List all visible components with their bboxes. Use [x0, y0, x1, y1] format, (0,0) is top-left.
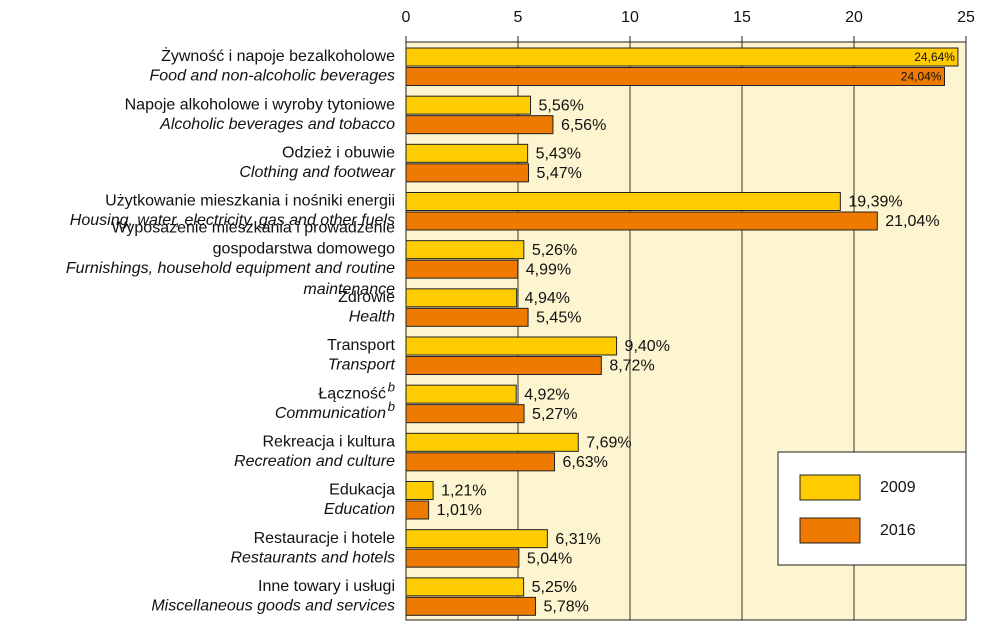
bar	[405, 259, 519, 279]
bar	[405, 95, 532, 115]
category-label: Inne towary i usługi	[258, 578, 395, 595]
bar	[405, 432, 579, 452]
value-label: 8,72%	[609, 358, 654, 375]
bar	[405, 356, 602, 375]
plot-frame	[405, 41, 967, 621]
bar	[405, 143, 529, 163]
bar	[405, 529, 548, 549]
value-label: 5,25%	[532, 579, 577, 596]
value-label: 5,78%	[543, 599, 588, 616]
category-label: Żywność i napoje bezalkoholowe	[161, 46, 395, 65]
category-label: Edukacja	[329, 482, 395, 499]
bar	[405, 596, 536, 616]
value-label: 9,40%	[625, 338, 670, 355]
bar	[405, 404, 525, 424]
bar	[405, 481, 434, 500]
bar	[405, 500, 430, 520]
bar	[405, 307, 529, 327]
bar	[405, 240, 525, 260]
bar	[405, 211, 878, 231]
bar	[405, 192, 841, 211]
category-label: Zdrowie	[338, 289, 395, 306]
category-label: Wyposażenie mieszkania i prowadzenie gosp…	[111, 220, 395, 258]
value-label: 1,01%	[437, 502, 482, 519]
category-label: Odzież i obuwie	[282, 145, 395, 162]
bar	[405, 67, 945, 86]
category-label-en: Miscellaneous goods and services	[151, 598, 395, 615]
bar	[405, 577, 525, 597]
value-label: 5,56%	[539, 97, 584, 114]
x-tick-label: 20	[845, 9, 863, 26]
value-label: 4,94%	[525, 290, 570, 307]
bar	[405, 548, 520, 568]
category-label-en: Clothing and footwear	[239, 164, 395, 181]
bar	[405, 47, 959, 67]
category-label-en: Recreation and culture	[234, 453, 395, 470]
value-label: 6,63%	[563, 454, 608, 471]
legend-swatch	[799, 474, 861, 501]
value-label: 4,92%	[524, 386, 569, 403]
category-label-en: Health	[349, 309, 395, 326]
category-label: Transport	[327, 337, 395, 354]
x-tick-label: 15	[733, 9, 751, 26]
legend-swatch	[799, 517, 861, 544]
bar	[405, 288, 518, 308]
category-label: Łączność	[318, 385, 386, 402]
category-label: Restauracje i hotele	[254, 530, 396, 547]
value-label: 5,47%	[537, 165, 582, 182]
category-label-en: Food and non-alcoholic beverages	[150, 68, 396, 85]
value-label: 4,99%	[526, 261, 571, 278]
category-label-en: Housing, water, electricity, gas and oth…	[70, 212, 395, 229]
category-label-en: Transport	[328, 357, 396, 374]
x-tick-label: 10	[621, 9, 639, 26]
legend-label: 2016	[880, 522, 916, 539]
legend-label: 2009	[880, 479, 916, 496]
value-label: 21,04%	[885, 213, 939, 230]
category-label: Rekreacja i kultura	[263, 434, 396, 451]
value-label: 19,39%	[848, 194, 902, 211]
footnote-mark: b	[388, 399, 395, 414]
value-label: 5,43%	[536, 146, 581, 163]
x-tick-label: 0	[402, 9, 411, 26]
bar	[405, 163, 530, 183]
category-label: Użytkowanie mieszkania i nośniki energii	[105, 193, 395, 210]
legend-box	[777, 451, 967, 566]
category-label: Napoje alkoholowe i wyroby tytoniowe	[125, 96, 395, 113]
category-label-en: Alcoholic beverages and tobacco	[159, 116, 395, 133]
x-tick-label: 25	[957, 9, 975, 26]
value-label: 24,04%	[901, 70, 942, 84]
footnote-mark: b	[388, 380, 395, 395]
category-label-en: Education	[324, 501, 395, 518]
bar	[405, 452, 556, 472]
bar	[405, 336, 618, 356]
category-label-en: Furnishings, household equipment and rou…	[66, 260, 395, 298]
bar	[405, 115, 554, 135]
value-label: 1,21%	[441, 483, 486, 500]
category-label-en: Restaurants and hotels	[230, 549, 395, 566]
value-label: 24,64%	[914, 50, 955, 64]
value-label: 7,69%	[586, 435, 631, 452]
category-label-en: Communication	[275, 405, 386, 422]
x-tick-label: 5	[514, 9, 523, 26]
value-label: 6,56%	[561, 117, 606, 134]
value-label: 5,27%	[532, 406, 577, 423]
value-label: 5,04%	[527, 550, 572, 567]
value-label: 6,31%	[555, 531, 600, 548]
bar	[405, 384, 517, 404]
value-label: 5,26%	[532, 242, 577, 259]
value-label: 5,45%	[536, 310, 581, 327]
